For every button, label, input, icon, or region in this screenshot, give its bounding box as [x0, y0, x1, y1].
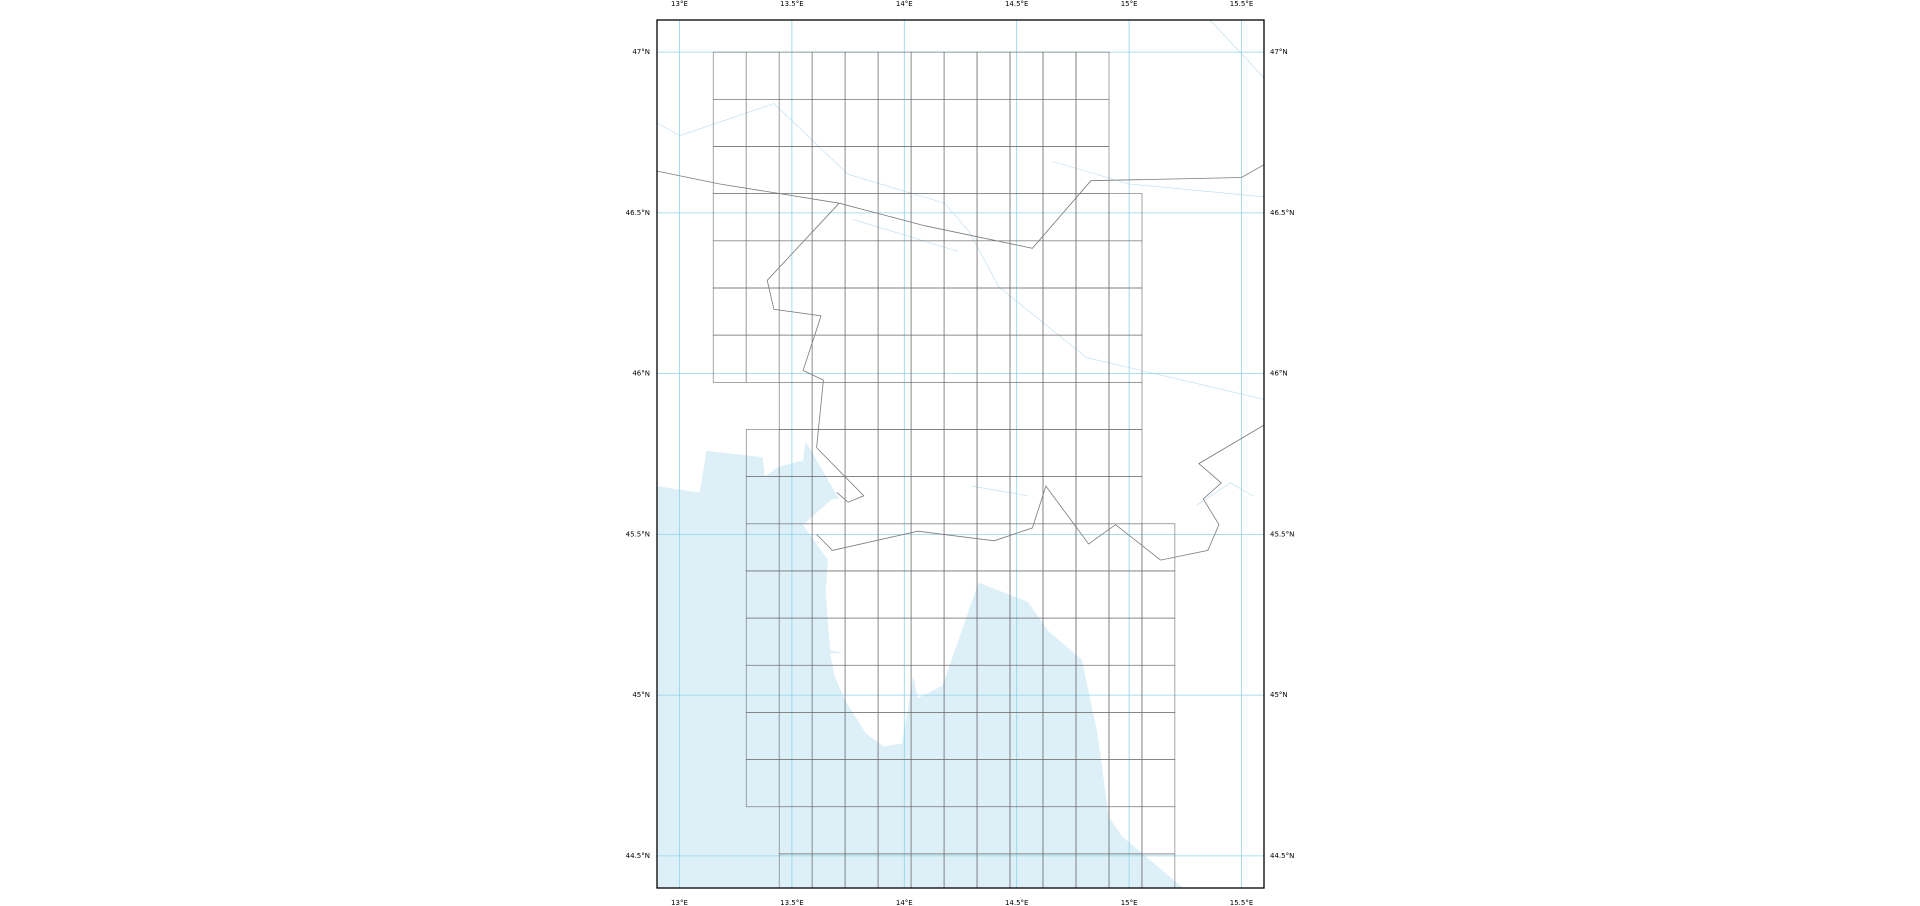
lon-label-top: 13°E: [671, 0, 688, 8]
lat-label-right: 45°N: [1270, 691, 1288, 699]
road-line: [1209, 20, 1264, 79]
grid-cell: [911, 901, 944, 906]
road-line: [1196, 482, 1253, 506]
lat-label-left: 44.5°N: [626, 852, 650, 860]
lat-label-right: 46.5°N: [1270, 209, 1294, 217]
road-line: [852, 219, 959, 252]
border-layer: [657, 164, 1264, 561]
lon-label-bottom: 13°E: [671, 899, 688, 906]
lon-label-top: 15.5°E: [1230, 0, 1254, 8]
tick-label-layer: 13°E 13°E 13.5°E 13.5°E 14°E 14°E 14.5°E 14.5°E…: [626, 0, 1295, 906]
lat-label-right: 44.5°N: [1270, 852, 1294, 860]
grid-cell: [845, 901, 878, 906]
lon-label-bottom: 15°E: [1121, 899, 1138, 906]
lon-label-top: 14.5°E: [1005, 0, 1029, 8]
lat-label-left: 45.5°N: [626, 530, 650, 538]
lat-label-right: 46°N: [1270, 370, 1288, 378]
lat-label-left: 45°N: [632, 691, 650, 699]
country-border: [657, 164, 1264, 249]
lon-label-bottom: 15.5°E: [1230, 899, 1254, 906]
road-line: [971, 485, 1028, 497]
grid-cell: [1141, 853, 1176, 888]
country-border: [766, 202, 865, 503]
grid-cell: [1043, 901, 1076, 906]
lat-label-left: 46.5°N: [626, 209, 650, 217]
sea-layer: [657, 441, 1184, 888]
grid-cell: [1142, 901, 1175, 906]
sea-area: [657, 441, 1184, 888]
grid-cell: [944, 901, 977, 906]
lon-label-bottom: 14.5°E: [1005, 899, 1029, 906]
lon-label-top: 14°E: [896, 0, 913, 8]
map-frame: [656, 19, 1265, 889]
lon-label-top: 13.5°E: [780, 0, 804, 8]
lon-label-top: 15°E: [1121, 0, 1138, 8]
lat-label-right: 47°N: [1270, 48, 1288, 56]
country-border: [816, 424, 1264, 561]
grid-cell: [812, 901, 845, 906]
lat-label-right: 45.5°N: [1270, 530, 1294, 538]
lon-label-bottom: 14°E: [896, 899, 913, 906]
road-line: [657, 103, 1264, 400]
lon-label-bottom: 13.5°E: [780, 899, 804, 906]
grid-cell: [1076, 901, 1109, 906]
grid-cell: [1175, 901, 1208, 906]
lat-label-left: 47°N: [632, 48, 650, 56]
grid-cell-layer: [712, 51, 1208, 906]
lat-label-left: 46°N: [632, 370, 650, 378]
